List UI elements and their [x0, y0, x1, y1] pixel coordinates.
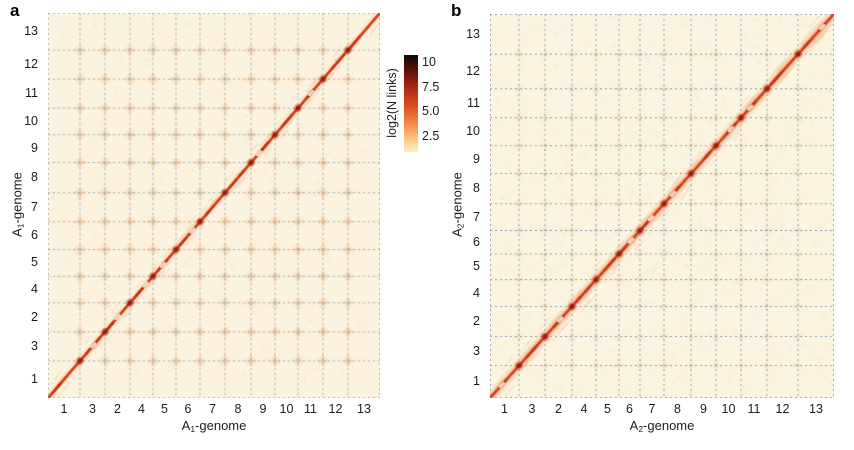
- panel-b-label: b: [451, 1, 462, 20]
- colorbar-tick-label: 7.5: [422, 79, 440, 94]
- y-tick-label: 13: [24, 24, 38, 39]
- panel-a-y-tick-labels: 1 3 2 4 5 6 7 8 9 10 11 12 13: [0, 13, 44, 398]
- x-tick-label: 4: [138, 402, 145, 416]
- y-tick-label: 2: [473, 314, 480, 329]
- y-tick-label: 9: [473, 152, 480, 167]
- x-tick-label: 9: [259, 402, 267, 416]
- x-tick-label: 3: [89, 402, 96, 416]
- colorbar-tick-label: 10: [422, 54, 436, 69]
- x-tick-label: 8: [674, 402, 681, 416]
- x-tick-label: 13: [357, 402, 371, 416]
- x-tick-label: 4: [580, 402, 588, 416]
- x-tick-label: 2: [555, 402, 562, 416]
- y-tick-label: 6: [473, 234, 480, 249]
- x-tick-label: 5: [161, 402, 168, 416]
- x-axis-title-text: A: [181, 418, 191, 433]
- panel-b-y-tick-labels: 1 3 2 4 5 6 7 8 9 10 11 12 13: [446, 14, 486, 398]
- x-tick-label: 6: [626, 402, 633, 416]
- x-axis-title-subscript: 2: [638, 424, 644, 434]
- y-tick-label: 2: [31, 309, 38, 324]
- x-tick-label: 5: [604, 402, 611, 416]
- panel-a-heatmap-canvas: [48, 13, 380, 398]
- y-tick-label: 7: [473, 209, 480, 224]
- colorbar-tick-label: 2.5: [422, 128, 440, 143]
- x-tick-label: 7: [648, 402, 656, 416]
- x-tick-label: 6: [184, 402, 192, 416]
- panel-b-x-tick-labels: 1 3 2 4 5 6 7 8 9 10 11 12 13: [490, 402, 834, 418]
- y-tick-label: 9: [31, 141, 38, 156]
- x-tick-label: 3: [528, 402, 536, 416]
- y-tick-label: 8: [31, 170, 38, 185]
- y-tick-label: 3: [31, 338, 38, 353]
- colorbar-tick-label: 5.0: [422, 104, 440, 119]
- panel-a-x-axis-title: A1-genome: [48, 418, 380, 437]
- x-tick-label: 11: [304, 402, 317, 416]
- x-tick-label: 10: [721, 402, 736, 416]
- y-tick-label: 10: [466, 124, 480, 139]
- x-tick-label: 12: [775, 402, 790, 416]
- y-tick-label: 5: [473, 259, 480, 274]
- panel-a-x-tick-labels: 1 3 2 4 5 6 7 8 9 10 11 12 13: [48, 402, 380, 418]
- x-axis-title-text: -genome: [643, 418, 695, 433]
- x-axis-title-subscript: 1: [190, 424, 196, 434]
- x-tick-label: 2: [114, 402, 121, 416]
- y-tick-label: 3: [473, 343, 480, 358]
- x-tick-label: 12: [328, 402, 343, 416]
- panel-b-heatmap-canvas: [490, 14, 834, 398]
- y-tick-label: 11: [467, 95, 480, 110]
- colorbar-gradient: [404, 55, 418, 152]
- y-tick-label: 7: [31, 199, 38, 214]
- x-tick-label: 13: [809, 402, 823, 416]
- y-tick-label: 1: [473, 374, 480, 389]
- x-tick-label: 10: [279, 402, 294, 416]
- colorbar-title: log2(N links): [385, 68, 399, 138]
- y-tick-label: 6: [31, 228, 38, 243]
- x-tick-label: 7: [209, 402, 216, 416]
- x-tick-label: 8: [234, 402, 242, 416]
- panel-b-x-axis-title: A2-genome: [490, 418, 834, 437]
- x-tick-label: 9: [700, 402, 707, 416]
- y-tick-label: 12: [466, 63, 480, 78]
- y-tick-label: 8: [473, 181, 480, 196]
- y-tick-label: 5: [31, 255, 38, 270]
- y-tick-label: 12: [24, 57, 38, 72]
- panel-a-label: a: [10, 1, 20, 20]
- y-tick-label: 1: [31, 371, 38, 386]
- x-tick-label: 1: [501, 402, 508, 416]
- y-tick-label: 4: [31, 282, 38, 297]
- y-tick-label: 4: [473, 285, 480, 300]
- x-tick-label: 1: [60, 402, 68, 416]
- x-axis-title-text: -genome: [195, 418, 247, 433]
- x-axis-title-text: A: [629, 418, 639, 433]
- y-tick-label: 13: [466, 26, 480, 41]
- x-tick-label: 11: [747, 402, 761, 416]
- y-tick-label: 11: [25, 86, 38, 101]
- y-tick-label: 10: [24, 113, 38, 128]
